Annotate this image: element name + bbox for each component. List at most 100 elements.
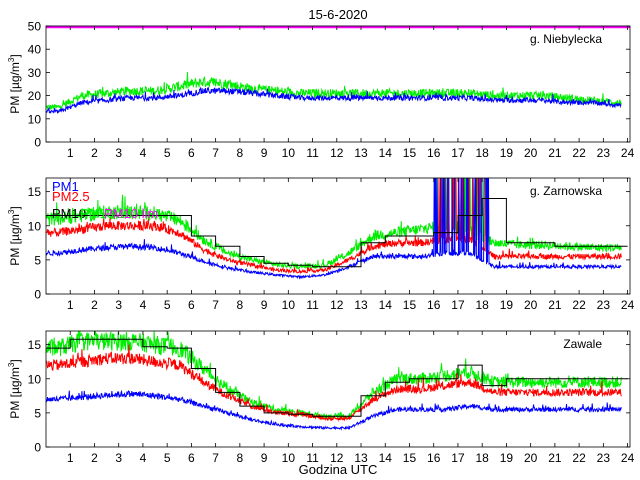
y-tick-label: 10: [28, 112, 42, 126]
y-axis-label: PM [µg/m3]: [7, 359, 22, 418]
y-tick-label: 20: [28, 89, 42, 103]
x-tick-label: 2: [91, 298, 98, 312]
y-axis-label-exponent: 3: [7, 362, 16, 367]
x-tick-label: 19: [500, 298, 514, 312]
y-tick-label: 15: [28, 185, 42, 199]
x-tick-label: 21: [548, 298, 562, 312]
y-tick-label: 0: [34, 441, 41, 455]
x-tick-label: 20: [524, 298, 538, 312]
axes-box: [45, 177, 631, 295]
y-axis-label-end: ]: [8, 359, 22, 362]
series-PM10-hourly-step: [46, 338, 628, 417]
x-tick-label: 17: [451, 146, 465, 160]
x-tick-label: 21: [548, 451, 562, 465]
x-tick-label: 12: [330, 146, 344, 160]
y-tick-label: 10: [28, 372, 42, 386]
x-tick-label: 15: [403, 298, 417, 312]
series-PM1-line: [46, 389, 622, 431]
x-tick-label: 5: [164, 146, 171, 160]
x-tick-label: 4: [140, 298, 147, 312]
x-tick-label: 10: [282, 146, 296, 160]
x-tick-label: 4: [140, 451, 147, 465]
station-label: Zawale: [563, 337, 602, 351]
x-tick-label: 12: [330, 451, 344, 465]
y-tick-label: 15: [28, 338, 42, 352]
x-tick-label: 24: [621, 146, 635, 160]
station-label: g. Niebylecka: [530, 32, 602, 46]
y-axis-label-main: PM [µg/m: [8, 62, 22, 114]
x-tick-label: 18: [476, 451, 490, 465]
x-tick-label: 13: [354, 451, 368, 465]
legend-entry: PM1: [52, 179, 79, 194]
x-tick-label: 6: [188, 298, 195, 312]
x-tick-label: 7: [212, 298, 219, 312]
y-tick-label: 0: [34, 288, 41, 302]
x-tick-label: 23: [597, 146, 611, 160]
x-tick-label: 2: [91, 451, 98, 465]
series-PM25-line: [46, 178, 622, 275]
x-tick-label: 5: [164, 298, 171, 312]
x-tick-label: 22: [572, 146, 586, 160]
x-tick-label: 8: [237, 451, 244, 465]
station-label: g. Zarnowska: [530, 184, 602, 198]
plot-area: [46, 72, 622, 114]
x-tick-label: 3: [115, 146, 122, 160]
x-tick-label: 15: [403, 146, 417, 160]
x-tick-label: 13: [354, 146, 368, 160]
x-tick-label: 3: [115, 451, 122, 465]
y-tick-label: 5: [34, 253, 41, 267]
x-tick-label: 18: [476, 146, 490, 160]
axes-box: [45, 330, 631, 448]
x-tick-label: 11: [306, 451, 319, 465]
x-tick-label: 19: [500, 451, 514, 465]
x-tick-label: 6: [188, 146, 195, 160]
x-tick-label: 5: [164, 451, 171, 465]
x-tick-label: 10: [282, 451, 296, 465]
x-tick-label: 1: [67, 298, 74, 312]
x-tick-label: 22: [572, 451, 586, 465]
x-tick-label: 19: [500, 146, 514, 160]
series-PM1-line: [46, 86, 622, 114]
x-tick-label: 10: [282, 298, 296, 312]
x-tick-label: 18: [476, 298, 490, 312]
x-tick-label: 16: [427, 146, 441, 160]
y-tick-label: 50: [28, 20, 42, 34]
x-tick-label: 23: [597, 451, 611, 465]
y-tick-label: 30: [28, 66, 42, 80]
x-tick-label: 4: [140, 146, 147, 160]
x-tick-label: 17: [451, 451, 465, 465]
legend-entry: PM2.5: [52, 189, 90, 204]
x-tick-label: 12: [330, 298, 344, 312]
x-tick-label: 20: [524, 451, 538, 465]
y-tick-label: 10: [28, 219, 42, 233]
x-tick-label: 1: [67, 146, 74, 160]
series-PM10-line: [46, 331, 622, 421]
y-axis-label-end: ]: [8, 206, 22, 209]
y-axis-label: PM [µg/m3]: [7, 206, 22, 265]
x-tick-label: 16: [427, 298, 441, 312]
x-tick-label: 17: [451, 298, 465, 312]
x-tick-label: 20: [524, 146, 538, 160]
x-tick-label: 9: [261, 146, 268, 160]
x-tick-label: 15: [403, 451, 417, 465]
plot-area: [46, 331, 628, 431]
y-axis-label-end: ]: [8, 54, 22, 57]
x-tick-label: 23: [597, 298, 611, 312]
y-axis-label-exponent: 3: [7, 57, 16, 62]
x-tick-label: 9: [261, 451, 268, 465]
x-tick-label: 9: [261, 298, 268, 312]
series-PM10-line: [46, 72, 622, 111]
x-tick-label: 14: [379, 146, 393, 160]
legend-entry: PM10 1h: [80, 206, 132, 221]
x-tick-label: 24: [621, 298, 635, 312]
x-tick-label: 22: [572, 298, 586, 312]
y-axis-label: PM [µg/m3]: [7, 54, 22, 113]
legend-entry: PM10: [52, 206, 86, 221]
x-tick-label: 24: [621, 451, 635, 465]
y-axis-label-exponent: 3: [7, 209, 16, 214]
y-tick-label: 5: [34, 406, 41, 420]
x-tick-label: 7: [212, 146, 219, 160]
